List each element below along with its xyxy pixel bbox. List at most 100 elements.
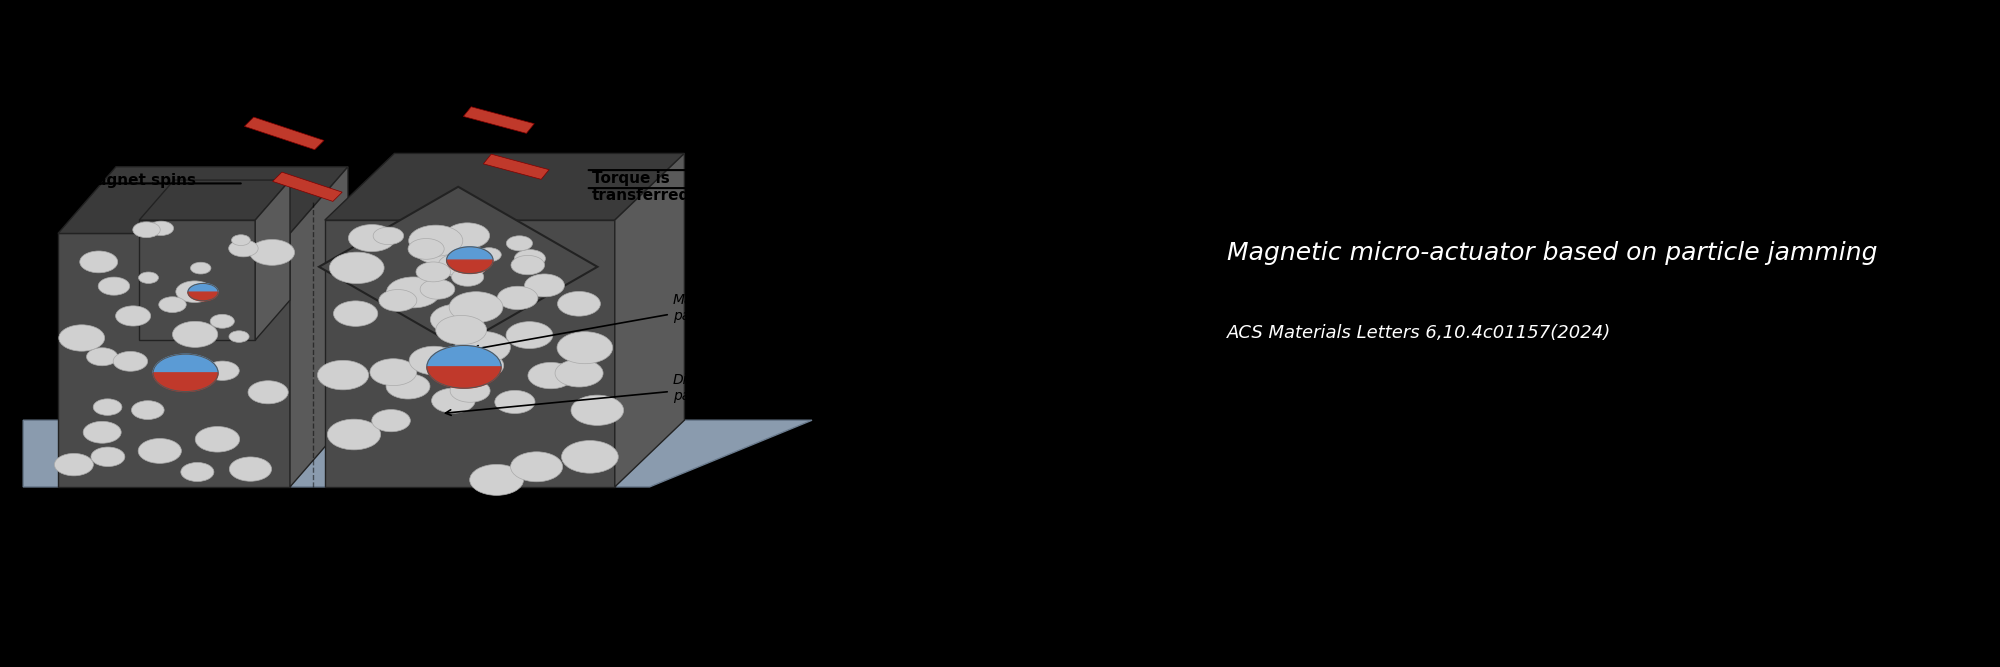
Circle shape	[456, 331, 510, 364]
Circle shape	[58, 325, 104, 351]
Text: ACS Materials Letters 6,10.4c01157(2024): ACS Materials Letters 6,10.4c01157(2024)	[1228, 325, 1612, 342]
Circle shape	[86, 348, 118, 366]
Circle shape	[558, 331, 612, 364]
Circle shape	[114, 352, 148, 372]
Circle shape	[94, 399, 122, 416]
Polygon shape	[464, 107, 534, 133]
Circle shape	[328, 419, 380, 450]
Circle shape	[436, 315, 486, 345]
Circle shape	[558, 291, 600, 316]
Circle shape	[90, 447, 124, 466]
Circle shape	[190, 262, 210, 274]
Text: Loose: Loose	[148, 514, 200, 532]
Polygon shape	[154, 354, 218, 373]
Circle shape	[248, 381, 288, 404]
Polygon shape	[614, 153, 684, 487]
Polygon shape	[484, 154, 550, 179]
Circle shape	[524, 274, 564, 297]
Circle shape	[232, 235, 250, 245]
Circle shape	[228, 240, 258, 257]
Circle shape	[196, 426, 240, 452]
Polygon shape	[140, 220, 256, 340]
Circle shape	[446, 223, 490, 249]
Circle shape	[386, 277, 440, 308]
Circle shape	[440, 252, 486, 278]
Text: Dielectric
particles: Dielectric particles	[446, 373, 738, 416]
Circle shape	[116, 306, 150, 326]
Circle shape	[452, 267, 484, 286]
Circle shape	[498, 286, 538, 309]
Polygon shape	[290, 167, 348, 487]
Circle shape	[206, 361, 240, 380]
Circle shape	[506, 236, 532, 251]
Text: Rotating Magnetic field: Rotating Magnetic field	[134, 47, 538, 75]
Circle shape	[228, 331, 250, 342]
Circle shape	[230, 457, 272, 481]
Polygon shape	[244, 117, 324, 149]
Text: Magnetic
particle: Magnetic particle	[474, 293, 736, 351]
Polygon shape	[188, 283, 218, 292]
Circle shape	[80, 251, 118, 273]
Circle shape	[250, 239, 294, 265]
Circle shape	[510, 255, 544, 275]
Circle shape	[456, 352, 504, 379]
Circle shape	[172, 321, 218, 348]
Circle shape	[158, 297, 186, 313]
Circle shape	[414, 237, 462, 264]
Circle shape	[374, 227, 404, 245]
Circle shape	[98, 277, 130, 295]
Circle shape	[84, 422, 122, 443]
Circle shape	[450, 380, 490, 402]
Circle shape	[410, 346, 458, 375]
Circle shape	[494, 390, 534, 414]
Circle shape	[348, 225, 396, 251]
Polygon shape	[446, 247, 494, 260]
Circle shape	[470, 464, 524, 496]
Circle shape	[378, 289, 416, 311]
Circle shape	[420, 279, 454, 299]
Text: Jammed: Jammed	[432, 514, 506, 532]
Circle shape	[210, 314, 234, 328]
Circle shape	[572, 395, 624, 426]
Circle shape	[476, 247, 502, 262]
Circle shape	[562, 440, 618, 473]
Circle shape	[372, 410, 410, 432]
Polygon shape	[24, 420, 812, 487]
Circle shape	[132, 401, 164, 420]
Circle shape	[448, 352, 492, 376]
Circle shape	[408, 225, 462, 256]
Circle shape	[386, 374, 430, 399]
Circle shape	[450, 291, 502, 323]
Circle shape	[180, 462, 214, 482]
Circle shape	[430, 304, 484, 335]
Circle shape	[514, 249, 546, 267]
Circle shape	[132, 222, 160, 237]
Circle shape	[432, 388, 476, 413]
Circle shape	[176, 281, 214, 302]
Polygon shape	[324, 153, 684, 220]
Text: Magnet spins: Magnet spins	[82, 173, 196, 187]
Circle shape	[162, 365, 196, 384]
Polygon shape	[272, 172, 342, 201]
Circle shape	[506, 321, 552, 349]
Polygon shape	[154, 373, 218, 392]
Polygon shape	[58, 167, 348, 233]
Circle shape	[408, 239, 444, 259]
Circle shape	[528, 362, 574, 389]
Circle shape	[556, 360, 604, 387]
Polygon shape	[188, 292, 218, 301]
Circle shape	[138, 272, 158, 283]
Polygon shape	[256, 180, 290, 340]
Text: Magnetic micro-actuator based on particle jamming: Magnetic micro-actuator based on particl…	[1228, 241, 1878, 265]
Polygon shape	[324, 220, 614, 487]
Circle shape	[510, 452, 562, 482]
Polygon shape	[140, 180, 290, 220]
Circle shape	[54, 454, 94, 476]
Text: Torque is
transferred: Torque is transferred	[592, 171, 690, 203]
Polygon shape	[58, 233, 290, 487]
Circle shape	[438, 254, 476, 275]
Polygon shape	[426, 367, 502, 388]
Circle shape	[148, 221, 174, 235]
Polygon shape	[320, 187, 598, 347]
Circle shape	[370, 359, 416, 386]
